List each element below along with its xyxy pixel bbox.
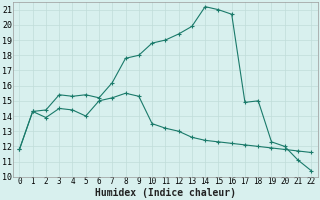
X-axis label: Humidex (Indice chaleur): Humidex (Indice chaleur) (95, 188, 236, 198)
